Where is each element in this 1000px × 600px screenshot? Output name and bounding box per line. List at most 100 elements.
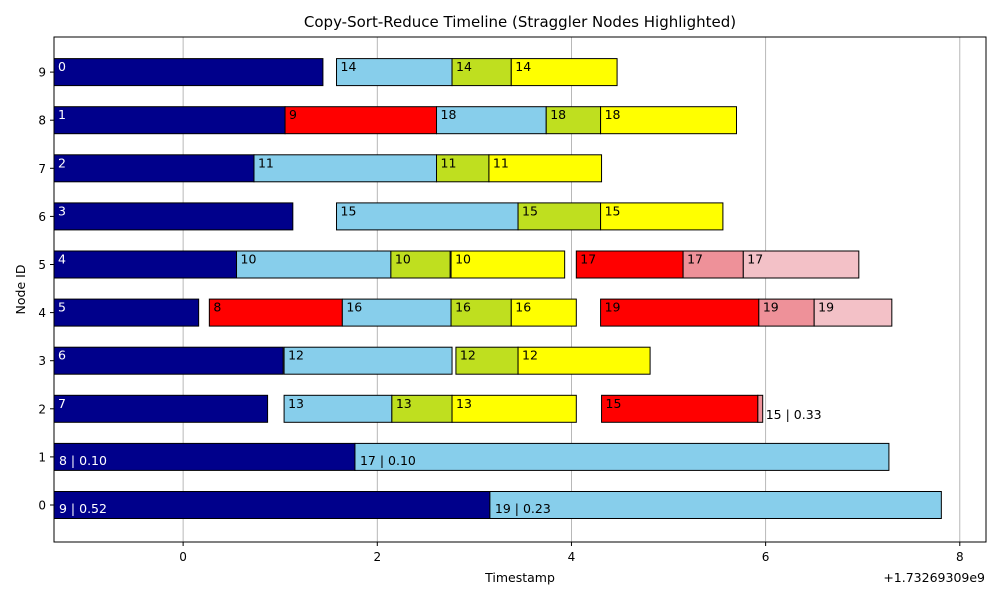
- y-tick-label: 3: [38, 354, 46, 368]
- y-tick-label: 1: [38, 450, 46, 464]
- gantt-bar: [208, 298, 343, 327]
- y-tick-label: 0: [38, 499, 46, 513]
- gantt-bar: [53, 346, 284, 375]
- bar-label: 15: [606, 396, 622, 411]
- gantt-bar: [354, 442, 890, 471]
- x-tick-label: 2: [373, 550, 381, 564]
- gantt-bar: [390, 250, 451, 279]
- gantt-bar: [600, 202, 724, 231]
- bar-label: 17: [580, 252, 596, 267]
- gantt-bar: [813, 298, 893, 327]
- bar-label: 16: [455, 300, 471, 315]
- bar-label: 12: [288, 348, 304, 363]
- gantt-bar: [53, 154, 255, 183]
- gantt-bar: [517, 346, 651, 375]
- bar-label: 19: [763, 300, 779, 315]
- bar-label: 12: [460, 348, 476, 363]
- y-tick-label: 9: [38, 66, 46, 80]
- bar-label: 15: [341, 203, 357, 218]
- plot-frame: [53, 36, 987, 543]
- y-tick-label: 4: [38, 306, 46, 320]
- gantt-bar: [53, 106, 286, 135]
- bar-label: 17: [687, 252, 703, 267]
- y-tick-label: 5: [38, 258, 46, 272]
- bar-label: 5: [58, 300, 66, 315]
- bar-label: 11: [493, 155, 509, 170]
- gantt-bar: [284, 106, 438, 135]
- gantt-bar: [283, 346, 453, 375]
- bar-label: 15: [605, 203, 621, 218]
- gantt-bar: [336, 58, 453, 87]
- gantt-bar: [53, 202, 294, 231]
- x-axis-label: Timestamp: [484, 570, 555, 585]
- bar-label: 10: [395, 252, 411, 267]
- gantt-bar: [510, 58, 618, 87]
- bar-label: 10: [455, 252, 471, 267]
- bar-label: 18: [441, 107, 457, 122]
- gantt-bar: [601, 394, 759, 423]
- bar-label: 8: [213, 300, 221, 315]
- bar-labels: 0 14 14 141 9 18 18 182 11 11 113 15 15 154 10 10 10 17 17…: [58, 59, 834, 516]
- gantt-bar: [545, 106, 602, 135]
- gantt-bar: [455, 346, 519, 375]
- y-tick-label: 8: [38, 114, 46, 128]
- bar-label: 18: [550, 107, 566, 122]
- bar-label: 3: [58, 203, 66, 218]
- y-axis-label: Node ID: [13, 265, 28, 315]
- gantt-bar: [391, 394, 453, 423]
- bar-label: 17 | 0.10: [360, 453, 416, 468]
- bar-label: 2: [58, 155, 66, 170]
- bar-label: 16: [515, 300, 531, 315]
- chart-title: Copy-Sort-Reduce Timeline (Straggler Nod…: [304, 13, 736, 31]
- bar-label: 0: [58, 59, 66, 74]
- gantt-bar: [341, 298, 452, 327]
- bar-label: 9: [289, 107, 297, 122]
- bar-label: 14: [456, 59, 472, 74]
- gantt-bar: [53, 394, 269, 423]
- bars: [53, 58, 942, 519]
- bar-label: 19 | 0.23: [495, 501, 551, 516]
- bar-label: 15: [522, 203, 538, 218]
- gantt-bar: [53, 250, 238, 279]
- gantt-bar: [53, 298, 200, 327]
- gantt-bar: [53, 58, 324, 87]
- bar-label: 14: [341, 59, 357, 74]
- bar-label: 4: [58, 252, 66, 267]
- gantt-bar: [600, 106, 737, 135]
- bar-label: 12: [522, 348, 538, 363]
- gantt-bar: [742, 250, 860, 279]
- gantt-bar: [758, 298, 815, 327]
- bar-label: 13: [396, 396, 412, 411]
- gantt-bar: [451, 394, 577, 423]
- bar-label: 13: [456, 396, 472, 411]
- gantt-bar: [236, 250, 392, 279]
- gantt-bar: [489, 491, 942, 519]
- gantt-bar: [757, 394, 764, 423]
- bar-label: 7: [58, 396, 66, 411]
- gantt-bar: [510, 298, 577, 327]
- bar-label: 1: [58, 107, 66, 122]
- bar-label: 11: [441, 155, 457, 170]
- bar-label: 9 | 0.52: [59, 501, 107, 516]
- y-tick-label: 6: [38, 210, 46, 224]
- bar-label: 18: [605, 107, 621, 122]
- y-tick-label: 2: [38, 402, 46, 416]
- bar-label: 19: [605, 300, 621, 315]
- bar-label: 19: [818, 300, 834, 315]
- bar-label: 13: [288, 396, 304, 411]
- x-axis-offset-label: +1.73269309e9: [883, 570, 985, 585]
- bar-label: 14: [515, 59, 531, 74]
- gantt-bar: [450, 298, 512, 327]
- gantt-bar: [336, 202, 519, 231]
- y-tick-label: 7: [38, 162, 46, 176]
- gantt-bar: [450, 250, 566, 279]
- bar-label: 6: [58, 348, 66, 363]
- bar-label: 17: [747, 252, 763, 267]
- bar-label: 15 | 0.33: [766, 407, 822, 422]
- gantt-bar: [488, 154, 603, 183]
- bar-label: 11: [258, 155, 274, 170]
- gantt-bar: [283, 394, 393, 423]
- bar-label: 8 | 0.10: [59, 453, 107, 468]
